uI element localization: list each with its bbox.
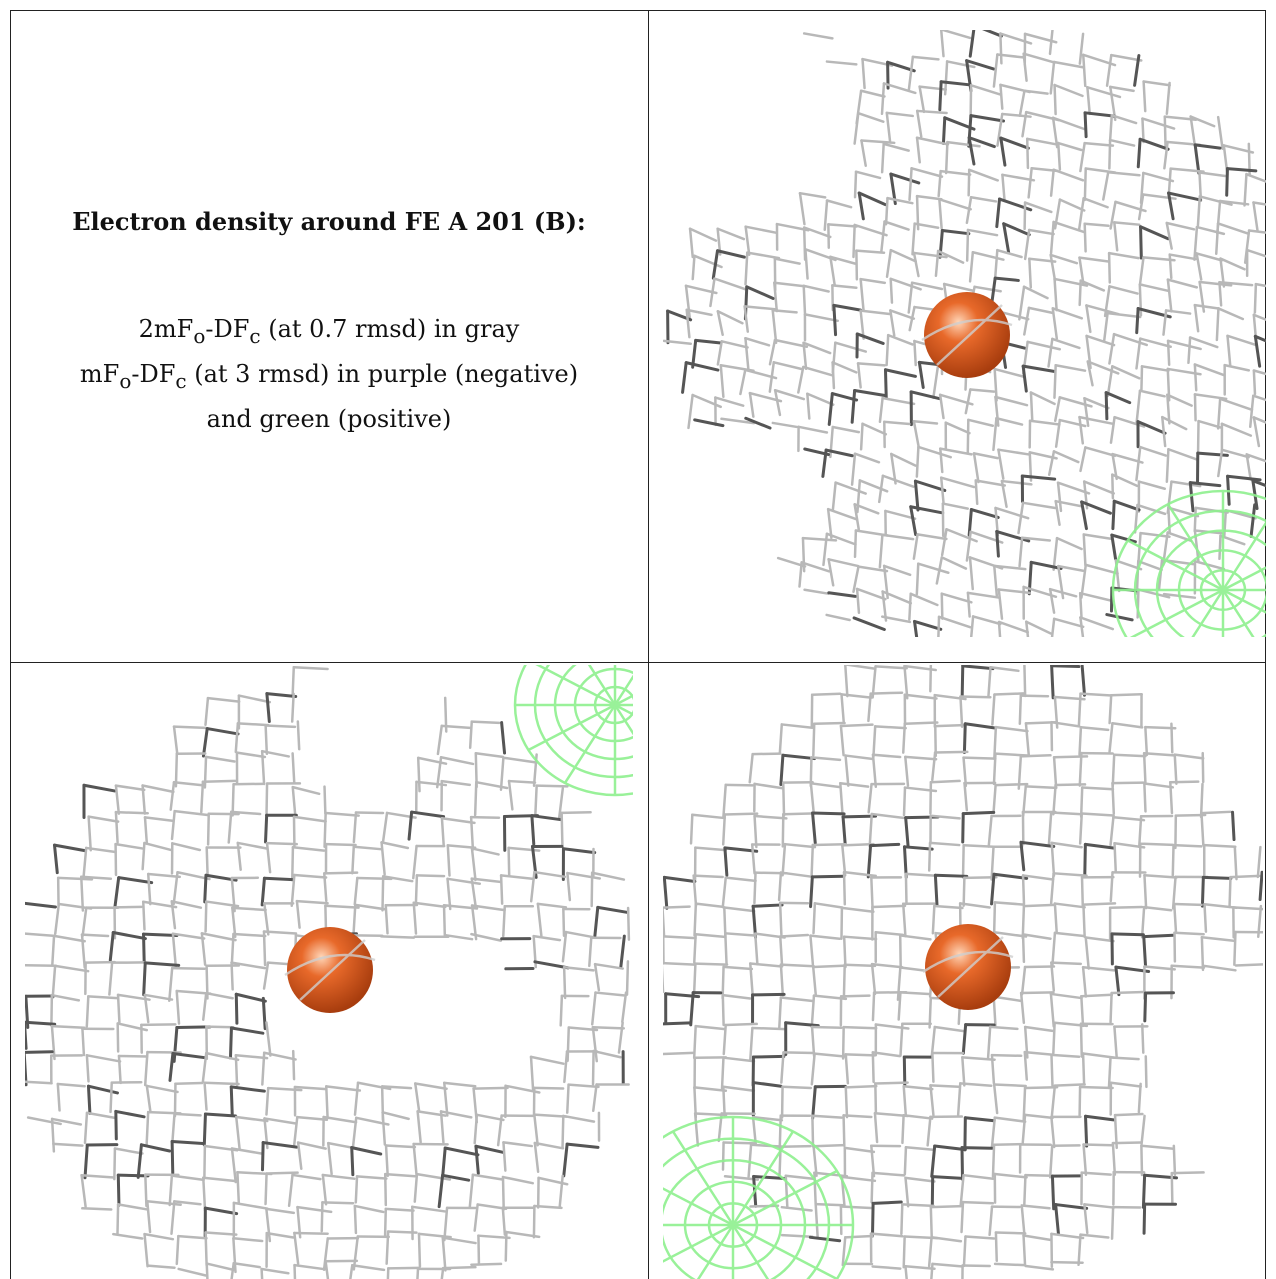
mesh-overlay [922, 936, 1014, 998]
legend-line-2: mFo-DFc (at 3 rmsd) in purple (negative) [79, 359, 579, 393]
density-mesh [663, 30, 1266, 637]
density-mesh [25, 666, 631, 1279]
mesh-view-top-right [663, 30, 1266, 637]
legend-description: 2mFo-DFc (at 0.7 rmsd) in gray mFo-DFc (… [80, 310, 578, 438]
table-middle-rule [10, 662, 1265, 663]
mesh-overlay [284, 939, 376, 1001]
panel-bottom-right [663, 665, 1263, 1279]
mesh-view-bottom-left [25, 665, 633, 1279]
fe-atom-icon [925, 924, 1011, 1010]
mesh-overlay [921, 304, 1013, 366]
legend-line-1: 2mFo-DFc (at 0.7 rmsd) in gray [138, 315, 520, 348]
density-mesh [663, 665, 1263, 1279]
table-top-rule [10, 10, 1265, 11]
table-left-rule [10, 10, 11, 1279]
positive-density-mesh [1111, 489, 1266, 637]
positive-density-mesh [663, 1115, 855, 1279]
table-center-rule [648, 10, 649, 1279]
caption-cell: Electron density around FE A 201 (B): 2m… [10, 10, 648, 662]
table-right-rule [1265, 10, 1266, 1279]
panel-bottom-left [25, 665, 633, 1279]
legend-line-3: and green (positive) [206, 404, 452, 433]
fe-atom-icon [287, 927, 373, 1013]
mesh-view-bottom-right [663, 665, 1263, 1279]
panel-top-right [663, 30, 1266, 637]
positive-density-mesh [513, 665, 633, 797]
fe-atom-icon [924, 292, 1010, 378]
figure-title: Electron density around FE A 201 (B): [72, 207, 586, 236]
